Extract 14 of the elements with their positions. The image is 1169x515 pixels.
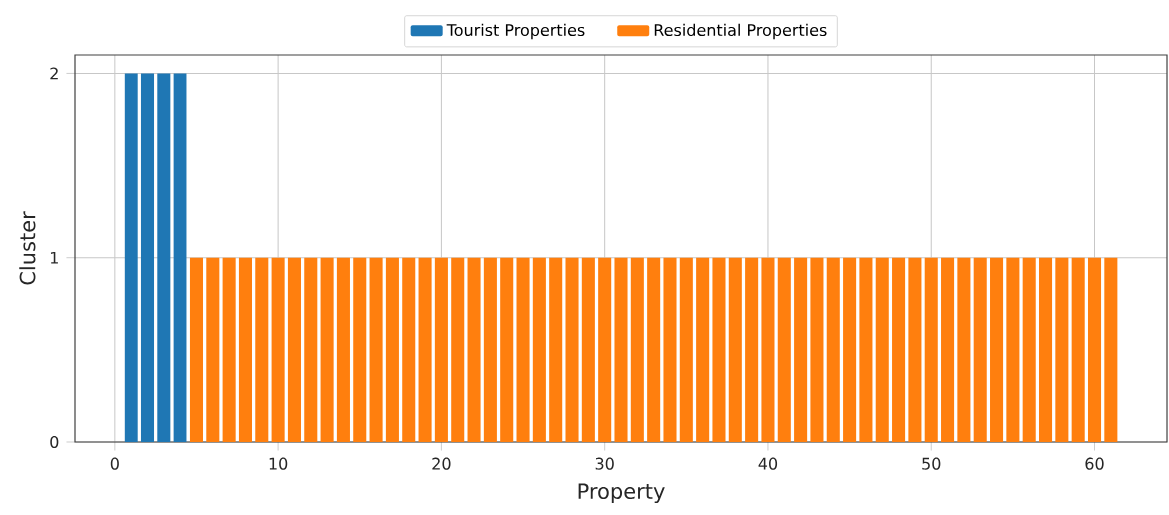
x-tick-label: 30 [595,457,614,470]
x-tick-label: 0 [110,457,119,470]
y-tick-label: 2 [50,67,58,80]
x-tick-label: 10 [269,457,288,470]
legend-label: Tourist Properties [446,23,585,40]
x-tick-label: 50 [922,457,941,470]
y-axis-title: Cluster [19,211,36,285]
x-tick-label: 60 [1085,457,1104,470]
x-tick-label: 20 [432,457,451,470]
y-tick-label: 0 [50,435,59,449]
legend-label: Residential Properties [654,23,827,40]
x-axis-title: Property [578,483,665,504]
x-tick-label: 40 [758,457,778,470]
y-tick-label: 1 [50,251,58,264]
